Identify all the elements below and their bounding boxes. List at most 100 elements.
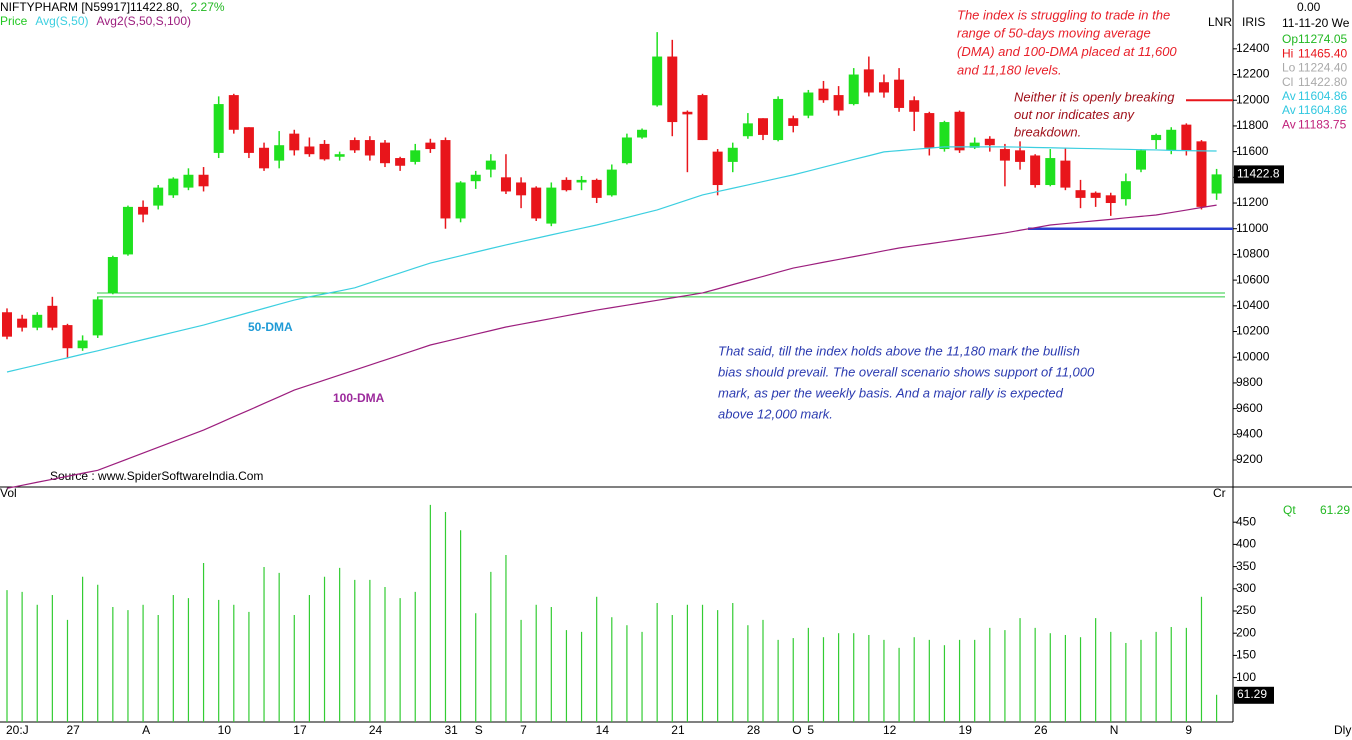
candle-body	[863, 69, 874, 93]
candle-body	[334, 154, 345, 157]
candle-body	[47, 305, 58, 328]
candle-body	[122, 206, 133, 255]
candle-body	[833, 95, 844, 111]
price-tag: 11422.8	[1237, 167, 1280, 181]
candle-body	[1196, 141, 1207, 207]
candle-body	[1090, 192, 1101, 198]
legend-entry: Avg2(S,50,S,100)	[96, 14, 191, 28]
candle-body	[742, 123, 753, 137]
candle-body	[274, 145, 285, 161]
candle-body	[712, 151, 723, 186]
candle-body	[516, 182, 527, 196]
candle-body	[289, 133, 300, 151]
ma-label: 100-DMA	[333, 391, 385, 405]
x-tick-label: 17	[293, 723, 307, 737]
candle-body	[546, 187, 557, 224]
candle-body	[637, 129, 648, 138]
candle-body	[697, 95, 708, 141]
x-tick-label: O	[792, 723, 801, 737]
info-label: Av	[1282, 117, 1296, 131]
candle-body	[878, 82, 889, 93]
volume-tick-label: 100	[1236, 670, 1256, 684]
candle-body	[485, 160, 496, 170]
candle-body	[1015, 150, 1026, 162]
info-label: Hi	[1282, 46, 1293, 60]
annotation: range of 50-days moving average	[957, 26, 1151, 41]
candle-body	[1075, 190, 1086, 198]
x-tick-label: A	[142, 723, 150, 737]
candle-body	[621, 137, 632, 164]
x-tick-label: 19	[959, 723, 973, 737]
y-tick-label: 10800	[1236, 247, 1270, 261]
volume-tag: 61.29	[1237, 687, 1267, 701]
candle-body	[213, 104, 224, 153]
candle-body	[939, 122, 950, 150]
info-top: 0.00	[1297, 0, 1321, 14]
volume-tick-label: 400	[1236, 537, 1256, 551]
x-tick-label: S	[475, 723, 483, 737]
y-tick-label: 10200	[1236, 324, 1270, 338]
annotation: That said, till the index holds above th…	[718, 343, 1080, 358]
x-tick-label: 26	[1034, 723, 1048, 737]
candle-body	[606, 169, 617, 196]
candle-body	[909, 100, 920, 112]
candle-body	[773, 98, 784, 141]
candle-body	[727, 147, 738, 162]
volume-tick-label: 350	[1236, 559, 1256, 573]
x-tick-label: 20:J	[6, 723, 29, 737]
x-tick-label: 21	[671, 723, 685, 737]
x-tick-label: 5	[807, 723, 814, 737]
candle-body	[999, 149, 1010, 161]
candle-body	[984, 138, 995, 146]
info-value: 11422.80	[1298, 75, 1347, 89]
candle-body	[924, 113, 935, 148]
annotation: (DMA) and 100-DMA placed at 11,600	[957, 44, 1177, 59]
candle-body	[138, 206, 149, 215]
candle-body	[576, 179, 587, 183]
candle-body	[591, 179, 602, 198]
candle-body	[168, 178, 179, 196]
y-tick-label: 9800	[1236, 375, 1263, 389]
candle-body	[228, 95, 239, 130]
candle-body	[561, 179, 572, 191]
candle-body	[32, 314, 43, 328]
x-tick-label: 24	[369, 723, 383, 737]
info-label: Lo	[1282, 61, 1296, 75]
candle-body	[894, 79, 905, 108]
candle-body	[198, 174, 209, 187]
candle-body	[1060, 160, 1071, 188]
annotation: Neither it is openly breaking	[1014, 89, 1175, 104]
candle-body	[107, 256, 118, 293]
qt-value: 61.29	[1320, 503, 1350, 517]
candle-body	[969, 142, 980, 148]
candle-body	[1211, 174, 1222, 194]
candle-body	[319, 143, 330, 160]
period-label: Dly	[1334, 723, 1351, 737]
x-tick-label: N	[1110, 723, 1119, 737]
annotation: bias should prevail. The overall scenari…	[718, 364, 1095, 379]
volume-label: Vol	[0, 486, 17, 500]
x-tick-label: 7	[520, 723, 527, 737]
y-tick-label: 9600	[1236, 401, 1263, 415]
info-label: Av	[1282, 103, 1296, 117]
annotation: The index is struggling to trade in the	[957, 7, 1170, 22]
candle-body	[395, 158, 406, 166]
info-label: Cl	[1282, 75, 1293, 89]
candle-body	[183, 174, 194, 188]
annotation: out nor indicates any	[1014, 107, 1135, 122]
candle-body	[364, 140, 375, 156]
y-tick-label: 10400	[1236, 298, 1270, 312]
y-tick-label: 11600	[1236, 144, 1269, 158]
volume-tick-label: 200	[1236, 625, 1256, 639]
candle-body	[17, 318, 28, 328]
header: NIFTYPHARM [N59917]11422.80,	[0, 0, 183, 14]
candle-body	[1045, 158, 1056, 186]
y-tick-label: 11000	[1236, 221, 1269, 235]
info-value: 11465.40	[1298, 46, 1347, 60]
legend-entry: Price	[0, 14, 28, 28]
candle-body	[1151, 134, 1162, 141]
source: Source : www.SpiderSoftwareIndia.Com	[50, 469, 263, 483]
x-tick-label: 10	[218, 723, 232, 737]
candle-body	[758, 118, 768, 135]
